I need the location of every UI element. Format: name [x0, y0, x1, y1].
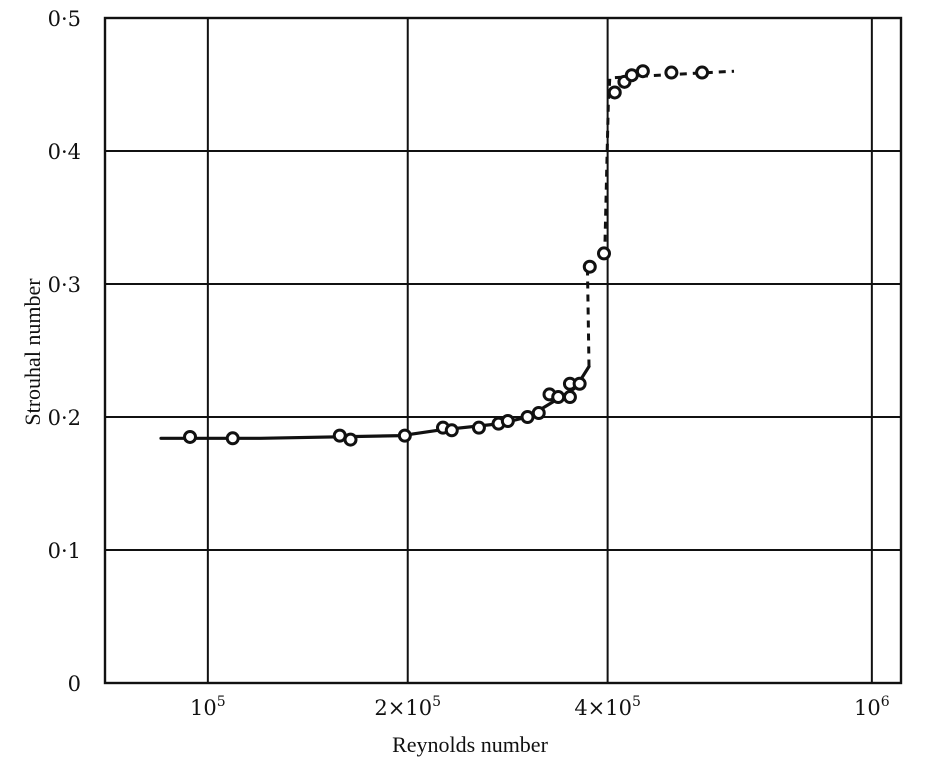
x-tick-label: 4×105: [574, 694, 641, 720]
y-tick-label: 0: [68, 672, 81, 696]
fit-curve-dashed: [603, 69, 735, 255]
data-point: [596, 246, 611, 261]
y-axis-title: Strouhal number: [20, 278, 45, 426]
fit-curve-solid: [159, 364, 591, 440]
plot-frame: [103, 16, 903, 685]
data-point: [551, 390, 566, 405]
data-point: [582, 259, 597, 274]
fit-curve-dashed: [586, 270, 591, 367]
data-point: [520, 410, 535, 424]
x-axis-title: Reynolds number: [392, 732, 548, 757]
data-point: [225, 431, 240, 446]
x-tick-label: 106: [854, 694, 890, 720]
data-point: [572, 376, 587, 391]
y-tick-label: 0·5: [48, 7, 81, 31]
grid: [105, 18, 901, 683]
data-points: [183, 64, 710, 447]
data-point: [607, 85, 622, 100]
data-point: [664, 65, 679, 80]
x-tick-labels: 105 2×105 4×105 106: [190, 694, 890, 720]
data-point: [183, 429, 198, 444]
data-point: [500, 413, 515, 428]
solid-curve-group: [159, 364, 591, 440]
data-point: [343, 432, 358, 447]
data-point: [562, 390, 577, 405]
y-tick-labels: 0 0·1 0·2 0·3 0·4 0·5: [48, 7, 81, 696]
x-tick-label: 2×105: [374, 694, 441, 720]
y-tick-label: 0·2: [48, 406, 81, 430]
x-tick-label: 105: [190, 694, 226, 720]
data-point: [635, 64, 650, 79]
data-point: [397, 428, 412, 443]
data-point: [695, 65, 710, 80]
data-point: [444, 423, 459, 438]
data-point: [531, 406, 546, 421]
y-tick-label: 0·4: [48, 140, 81, 164]
y-tick-label: 0·1: [48, 539, 81, 563]
data-point: [471, 420, 486, 435]
y-tick-label: 0·3: [48, 273, 81, 297]
dashed-curve-group: [586, 69, 735, 367]
data-point: [624, 68, 639, 83]
